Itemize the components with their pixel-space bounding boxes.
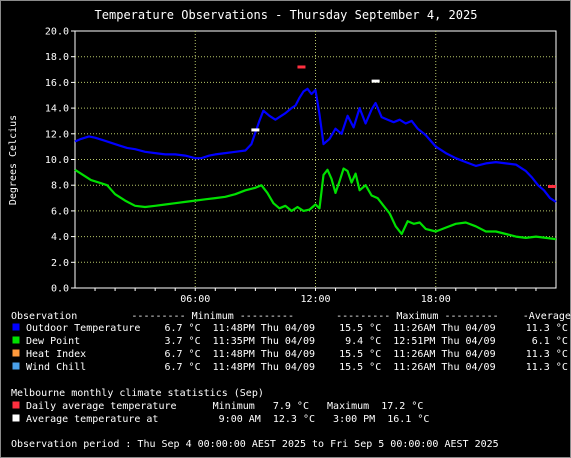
x-tick-labels: 06:00 12:00 18:00 bbox=[180, 294, 451, 305]
observation-period: Observation period : Thu Sep 4 00:00:00 … bbox=[11, 439, 499, 450]
climate-stats: Melbourne monthly climate statistics (Se… bbox=[11, 388, 429, 425]
x-tick-label: 06:00 bbox=[180, 294, 210, 305]
grid-lines bbox=[71, 30, 556, 291]
legend-swatch-dew bbox=[11, 335, 21, 345]
y-tick-label: 12.0 bbox=[45, 129, 69, 140]
legend-swatch-wind bbox=[11, 361, 21, 371]
y-tick-label: 2.0 bbox=[51, 258, 69, 269]
y-tick-label: 6.0 bbox=[51, 206, 69, 217]
climate-row-avg-temp: Average temperature at 9:00 AM 12.3 °C 3… bbox=[26, 414, 429, 425]
legend-swatch-heat bbox=[11, 348, 21, 358]
legend-row-wind: Wind Chill 6.7 °C 11:48PM Thu 04/09 15.5… bbox=[26, 362, 568, 373]
average-temperature-marker bbox=[371, 79, 380, 83]
daily-average-marker bbox=[547, 184, 556, 188]
climate-header: Melbourne monthly climate statistics (Se… bbox=[11, 388, 264, 399]
x-tick-label: 18:00 bbox=[421, 294, 451, 305]
series-line-outdoor-temperature bbox=[74, 87, 557, 203]
average-temperature-marker bbox=[251, 128, 260, 132]
legend-header: Observation --------- Minimum --------- … bbox=[11, 311, 571, 322]
climate-markers bbox=[251, 65, 556, 188]
legend: Observation --------- Minimum --------- … bbox=[11, 311, 571, 373]
climate-swatch-avg-temp bbox=[11, 413, 21, 423]
legend-row-heat: Heat Index 6.7 °C 11:48PM Thu 04/09 15.5… bbox=[26, 349, 568, 360]
y-tick-labels: 0.0 2.0 4.0 6.0 8.0 10.0 12.0 14.0 16.0 18.0 20.0 bbox=[45, 27, 69, 295]
legend-row-dew: Dew Point 3.7 °C 11:35PM Thu 04/09 9.4 °… bbox=[26, 336, 568, 347]
y-tick-label: 18.0 bbox=[45, 52, 69, 63]
chart-title: Temperature Observations - Thursday Sept… bbox=[95, 8, 478, 22]
series-lines bbox=[74, 87, 557, 241]
y-tick-label: 10.0 bbox=[45, 155, 69, 166]
daily-average-marker bbox=[297, 65, 306, 69]
y-tick-label: 0.0 bbox=[51, 284, 69, 295]
series-line-dew-point bbox=[74, 167, 557, 241]
y-tick-label: 14.0 bbox=[45, 104, 69, 115]
y-tick-label: 20.0 bbox=[45, 27, 69, 38]
climate-swatch-daily-avg bbox=[11, 400, 21, 410]
y-tick-label: 16.0 bbox=[45, 78, 69, 89]
y-tick-label: 8.0 bbox=[51, 181, 69, 192]
x-tick-label: 12:00 bbox=[300, 294, 330, 305]
y-axis-label: Degrees Celcius bbox=[8, 115, 19, 205]
legend-swatch-outdoor bbox=[11, 322, 21, 332]
legend-row-outdoor: Outdoor Temperature 6.7 °C 11:48PM Thu 0… bbox=[26, 323, 568, 334]
y-tick-label: 4.0 bbox=[51, 232, 69, 243]
climate-row-daily-avg: Daily average temperature Minimum 7.9 °C… bbox=[26, 401, 423, 412]
